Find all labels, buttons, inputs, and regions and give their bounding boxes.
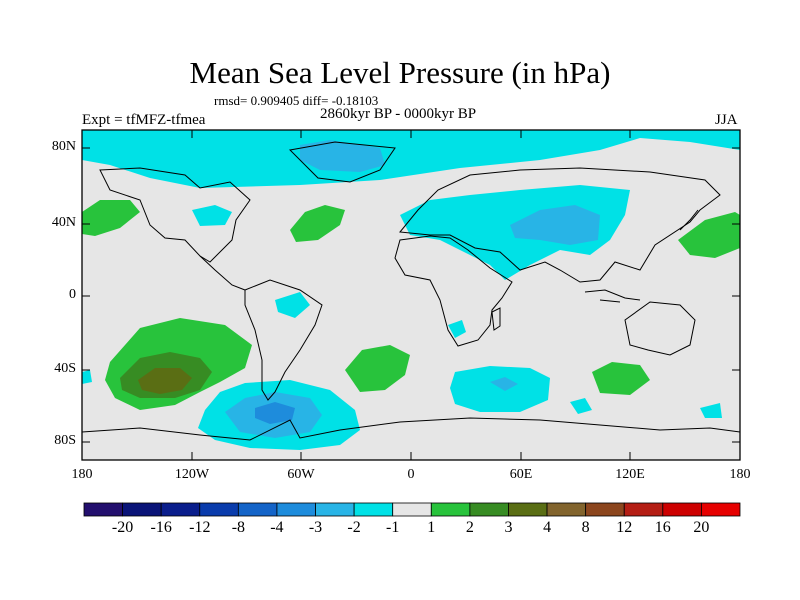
colorbar-box-11 [508,502,548,517]
lon-label-180e: 180 [729,467,751,482]
coast-australia [624,301,696,356]
colorbar-label: -1 [386,519,400,536]
colorbar-box-8 [392,502,432,517]
colorbar-box-13 [585,502,625,517]
lat-label-40n: 40N [51,215,76,230]
arctic-low-region [82,130,740,188]
colorbar-box-3 [199,502,239,517]
colorbar-box-14 [623,502,664,517]
coast-north-america [99,167,251,263]
greenland-low-core [300,140,385,172]
coast-indonesia [584,289,641,303]
south-pacific-high-core [138,368,192,394]
coast-madagascar [491,307,501,331]
coast-central-america [199,255,246,291]
colorbar-box-7 [353,502,394,517]
colorbar-label: 4 [543,519,552,536]
colorbar-box-10 [469,502,509,517]
season-label: JJA [715,112,738,128]
colorbar-box-2 [160,502,201,517]
colorbar-box-16 [701,502,741,517]
colorbar-label: 12 [616,519,633,536]
asia-low-core [510,205,600,245]
pacific-small-low [275,292,310,318]
colorbar-box-4 [237,502,278,517]
colorbar-label: 2 [465,519,474,536]
colorbar-box-0 [83,502,123,517]
period-text: 2860kyr BP - 0000kyr BP [320,106,477,122]
colorbar-label: 8 [581,519,590,536]
lon-label-0: 0 [407,467,415,482]
southern-ocean-low-core [255,402,295,424]
africa-small-low [448,320,466,338]
colorbar-label: 3 [504,519,513,536]
coast-japan [679,209,699,231]
anomaly-fields [82,130,740,450]
colorbar-box-15 [662,502,702,517]
atlantic-small-low [192,205,232,226]
colorbar-label: -8 [231,519,246,536]
coast-europe-asia [399,167,721,283]
colorbar-box-1 [122,502,162,517]
coast-africa [394,235,513,347]
south-atlantic-high [345,345,410,392]
colorbar-box-9 [430,502,471,517]
west-edge-small-low [82,370,92,384]
coast-antarctica [82,417,740,441]
north-pacific-high-west [82,200,140,236]
experiment-label: Expt = tfMFZ-tfmea [82,112,206,128]
colorbar-box-6 [315,502,355,517]
colorbar-label: 16 [654,519,671,536]
lat-tick-marks [82,147,740,443]
indian-ocean-low-core [490,377,518,391]
lat-label-equator: 0 [69,287,76,302]
lon-label-120e: 120E [615,467,645,482]
colorbar [83,502,741,517]
lat-label-80s: 80S [54,433,76,448]
colorbar-label: -12 [189,519,211,536]
coast-greenland [288,141,396,183]
lat-label-80n: 80N [51,139,76,154]
sw-pacific-small-low [570,398,592,414]
coast-south-america [244,279,323,401]
lon-label-60e: 60E [509,467,533,482]
east-edge-small-low [700,403,722,418]
north-pacific-high-east [678,212,740,258]
indian-ocean-low [450,366,550,412]
coastlines [82,141,740,441]
colorbar-box-5 [276,502,316,517]
colorbar-label: 1 [427,519,436,536]
colorbar-label: 20 [693,519,710,536]
lat-label-40s: 40S [54,361,76,376]
lon-label-120w: 120W [174,467,210,482]
colorbar-label: -2 [347,519,361,536]
colorbar-label: -3 [308,519,323,536]
stats-text: rmsd= 0.909405 diff= -0.18103 [214,93,379,108]
colorbar-label: -20 [111,519,134,536]
lon-label-60w: 60W [287,467,315,482]
colorbar-box-12 [546,502,587,517]
north-atlantic-high [290,205,345,242]
lon-label-180w: 180 [71,467,93,482]
chart-title: Mean Sea Level Pressure (in hPa) [189,55,611,90]
south-indian-high [592,362,650,395]
colorbar-label: -16 [150,519,172,536]
lon-tick-marks [81,130,741,460]
colorbar-label: -4 [270,519,284,536]
